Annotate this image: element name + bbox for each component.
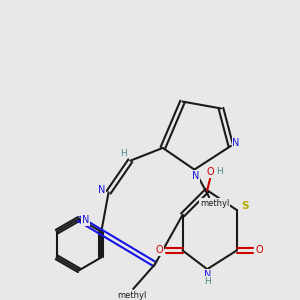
Text: S: S [241,201,248,211]
Text: H: H [120,149,127,158]
Text: N: N [232,138,240,148]
Text: H: H [216,167,222,176]
Text: H: H [204,277,211,286]
Text: methyl: methyl [117,291,146,300]
Text: N: N [203,270,211,280]
Text: N: N [98,185,106,195]
Text: O: O [156,245,164,256]
Text: N: N [192,171,200,181]
Text: N: N [82,215,89,225]
Text: O: O [256,245,263,256]
Text: methyl: methyl [200,199,229,208]
Text: O: O [206,167,214,177]
